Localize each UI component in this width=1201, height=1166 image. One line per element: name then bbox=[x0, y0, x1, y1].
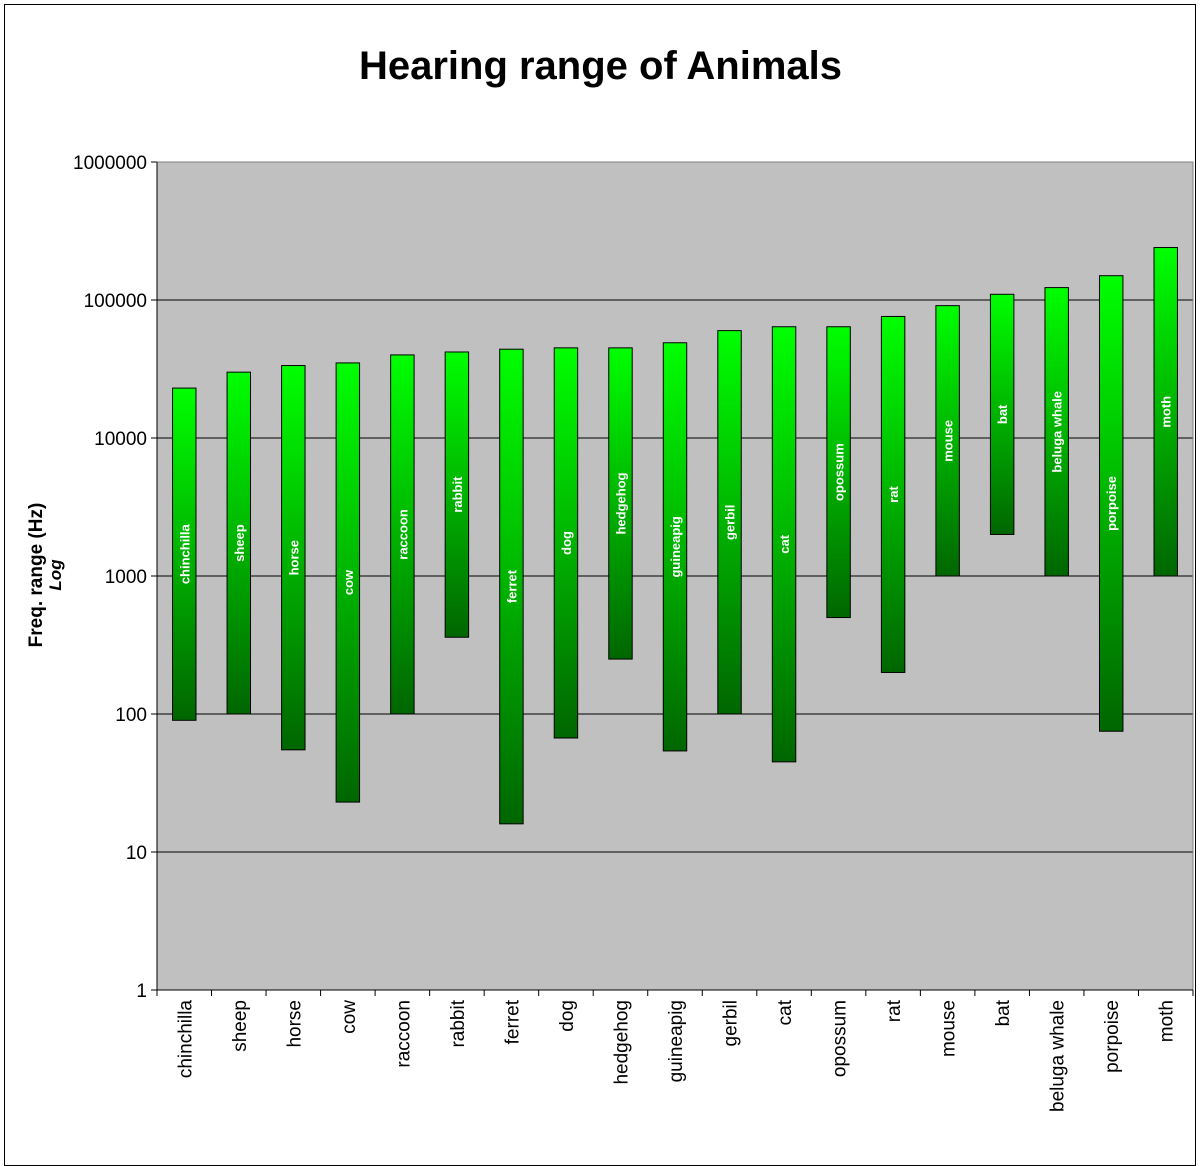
bar-data-label: opossum bbox=[832, 443, 847, 501]
bar-data-label: rabbit bbox=[450, 476, 465, 513]
range-bar bbox=[390, 354, 415, 715]
x-tick-label: chinchilla bbox=[175, 1000, 196, 1079]
x-tick-label: guineapig bbox=[666, 1000, 687, 1082]
range-bar bbox=[226, 371, 252, 715]
x-tick-label: cow bbox=[339, 1000, 360, 1034]
bar-data-label: hedgehog bbox=[613, 472, 628, 534]
x-tick-label: bat bbox=[993, 999, 1014, 1026]
range-bar bbox=[989, 293, 1015, 535]
x-tick-label: mouse bbox=[939, 1000, 960, 1057]
chart-title: Hearing range of Animals bbox=[358, 44, 843, 88]
bar-data-label: beluga whale bbox=[1050, 391, 1065, 473]
x-tick-label: moth bbox=[1157, 1000, 1178, 1042]
x-tick-label: horse bbox=[284, 1000, 305, 1048]
bar-data-label: guineapig bbox=[668, 516, 683, 577]
x-tick-label: hedgehog bbox=[611, 1000, 632, 1085]
range-bar bbox=[662, 342, 688, 752]
x-tick-label: porpoise bbox=[1102, 1000, 1123, 1073]
bar-data-label: gerbil bbox=[723, 505, 738, 540]
x-tick-label: raccoon bbox=[393, 1000, 414, 1068]
range-bar bbox=[172, 387, 197, 721]
range-bar bbox=[553, 347, 579, 739]
range-bar bbox=[717, 330, 742, 715]
bar-data-label: raccoon bbox=[395, 509, 410, 560]
bar-data-label: chinchilla bbox=[177, 523, 192, 584]
x-tick-label: dog bbox=[557, 1000, 578, 1032]
range-bar bbox=[1044, 287, 1069, 577]
range-bar bbox=[826, 326, 851, 619]
bar-data-label: cow bbox=[341, 569, 356, 595]
x-tick-label: gerbil bbox=[721, 1000, 742, 1046]
range-bar bbox=[935, 305, 960, 577]
range-bar bbox=[608, 347, 633, 660]
bar-data-label: horse bbox=[286, 540, 301, 575]
range-bar bbox=[880, 315, 906, 673]
range-bar bbox=[771, 326, 797, 763]
bar-data-label: cat bbox=[777, 534, 792, 553]
y-tick-label: 10 bbox=[126, 843, 147, 864]
x-tick-label: cat bbox=[775, 999, 796, 1025]
range-bar bbox=[499, 348, 524, 825]
bar-data-label: porpoise bbox=[1104, 476, 1119, 531]
bar-data-label: bat bbox=[995, 404, 1010, 424]
bar-data-label: sheep bbox=[232, 524, 247, 562]
bar-data-label: rat bbox=[886, 485, 901, 502]
bar-data-label: mouse bbox=[941, 420, 956, 462]
range-bar bbox=[1153, 247, 1178, 577]
bar-data-label: dog bbox=[559, 531, 574, 555]
bar-data-label: moth bbox=[1159, 396, 1174, 428]
y-tick-label: 1 bbox=[136, 981, 147, 1002]
y-tick-label: 1000000 bbox=[73, 153, 147, 174]
x-tick-label: beluga whale bbox=[1048, 1000, 1069, 1112]
x-tick-label: opossum bbox=[830, 1000, 851, 1077]
y-tick-label: 1000 bbox=[105, 567, 147, 588]
range-bar bbox=[444, 351, 470, 638]
x-tick-label: sheep bbox=[230, 1000, 251, 1052]
range-bar bbox=[1098, 275, 1124, 732]
x-tick-label: ferret bbox=[502, 999, 523, 1044]
y-tick-label: 100000 bbox=[84, 291, 147, 312]
x-tick-label: rabbit bbox=[448, 999, 469, 1047]
y-tick-label: 10000 bbox=[94, 429, 147, 450]
bar-data-label: ferret bbox=[504, 569, 519, 603]
y-tick-label: 100 bbox=[115, 705, 147, 726]
range-bar bbox=[281, 365, 306, 751]
x-tick-label: rat bbox=[884, 999, 905, 1022]
range-bar bbox=[335, 362, 361, 803]
